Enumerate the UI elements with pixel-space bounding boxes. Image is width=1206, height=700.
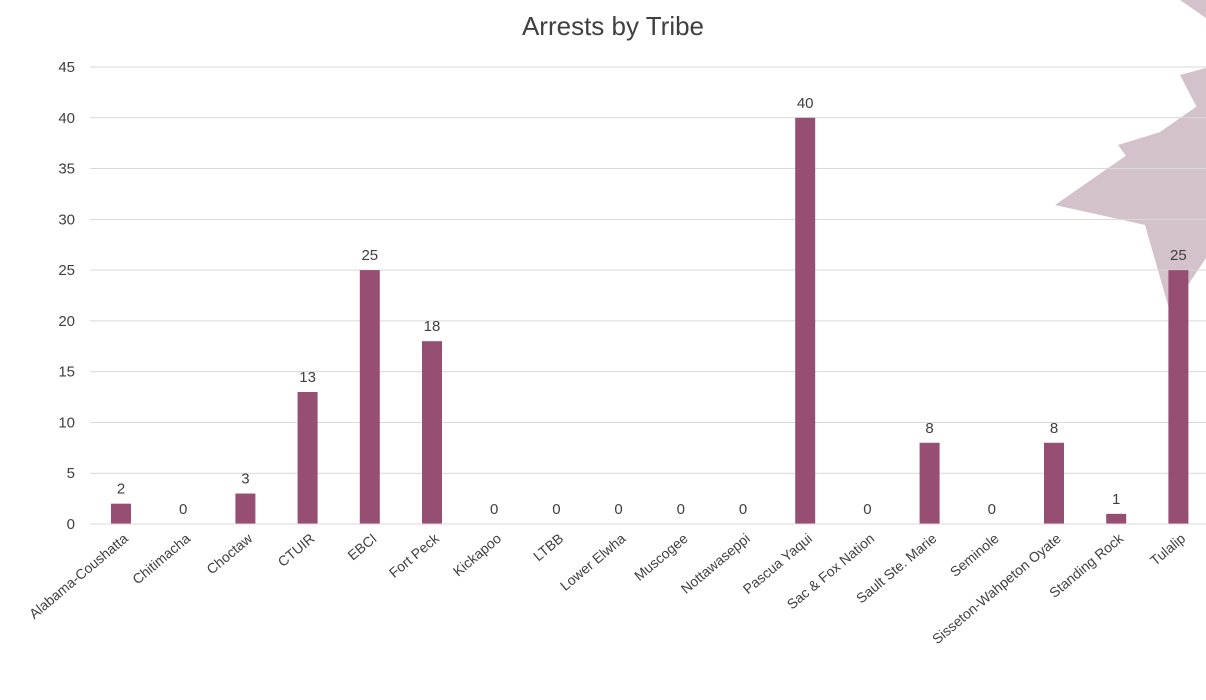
- data-label: 25: [361, 247, 378, 264]
- bar: [1044, 442, 1064, 524]
- x-tick-label: Muscogee: [631, 530, 691, 584]
- data-label: 25: [1170, 247, 1187, 264]
- chart-title: Arrests by Tribe: [522, 11, 704, 41]
- data-label: 0: [179, 501, 187, 518]
- x-tick-label: Seminole: [947, 530, 1002, 580]
- bar: [235, 493, 256, 524]
- x-tick-label: Fort Peck: [386, 529, 443, 580]
- data-label: 8: [925, 420, 933, 437]
- data-label: 0: [552, 501, 560, 518]
- bars: [111, 117, 1189, 525]
- data-label: 1: [1112, 491, 1120, 508]
- data-label: 13: [299, 369, 316, 386]
- data-label: 18: [424, 318, 441, 335]
- bar: [1168, 270, 1189, 524]
- y-tick-label: 25: [58, 262, 75, 279]
- y-tick-label: 30: [58, 211, 75, 228]
- data-label: 0: [988, 501, 996, 518]
- data-label: 0: [739, 501, 747, 518]
- data-label: 0: [490, 501, 498, 518]
- decorative-arrow-upper: [1118, 118, 1206, 205]
- y-tick-label: 0: [67, 516, 75, 533]
- x-tick-label: Sisseton-Wahpeton Oyate: [929, 530, 1064, 647]
- x-tick-label: Tulalip: [1147, 530, 1189, 569]
- gridlines: [90, 66, 1206, 474]
- bar: [422, 341, 442, 524]
- y-tick-label: 40: [58, 110, 75, 127]
- y-tick-label: 5: [67, 465, 75, 482]
- x-tick-label: Kickapoo: [450, 530, 505, 579]
- data-label: 0: [677, 501, 685, 518]
- x-tick-label: EBCI: [344, 530, 379, 563]
- x-tick-label: Chitimacha: [129, 530, 193, 587]
- y-tick-label: 45: [58, 59, 75, 76]
- decorative-arrow-shapes: [1055, 0, 1206, 312]
- y-tick-label: 15: [58, 364, 75, 381]
- bar: [795, 117, 816, 525]
- data-labels: 2 0 3 13 25 18 0 0 0 0 0 40 0 8 0 8 1 25: [117, 95, 1187, 518]
- bar: [1106, 513, 1127, 524]
- x-tick-label: Lower Elwha: [557, 530, 629, 594]
- x-tick-label: Alabama-Coushatta: [26, 530, 131, 622]
- bar: [359, 270, 380, 524]
- data-label: 2: [117, 481, 125, 498]
- x-tick-label: Choctaw: [203, 529, 256, 577]
- y-tick-label: 10: [58, 414, 75, 431]
- y-tick-label: 35: [58, 161, 75, 178]
- bar: [919, 442, 940, 524]
- decorative-arrow-top: [1180, 0, 1206, 18]
- data-label: 0: [614, 501, 622, 518]
- x-tick-label: CTUIR: [274, 530, 317, 570]
- data-label: 8: [1050, 420, 1058, 437]
- y-tick-label: 20: [58, 313, 75, 330]
- x-tick-label: LTBB: [530, 530, 566, 564]
- data-label: 3: [241, 471, 249, 488]
- bar: [111, 503, 131, 524]
- y-axis-tick-labels: 0 5 10 15 20 25 30 35 40 45: [58, 59, 75, 533]
- data-label: 0: [863, 501, 871, 518]
- bar: [297, 391, 318, 524]
- data-label: 40: [797, 95, 814, 112]
